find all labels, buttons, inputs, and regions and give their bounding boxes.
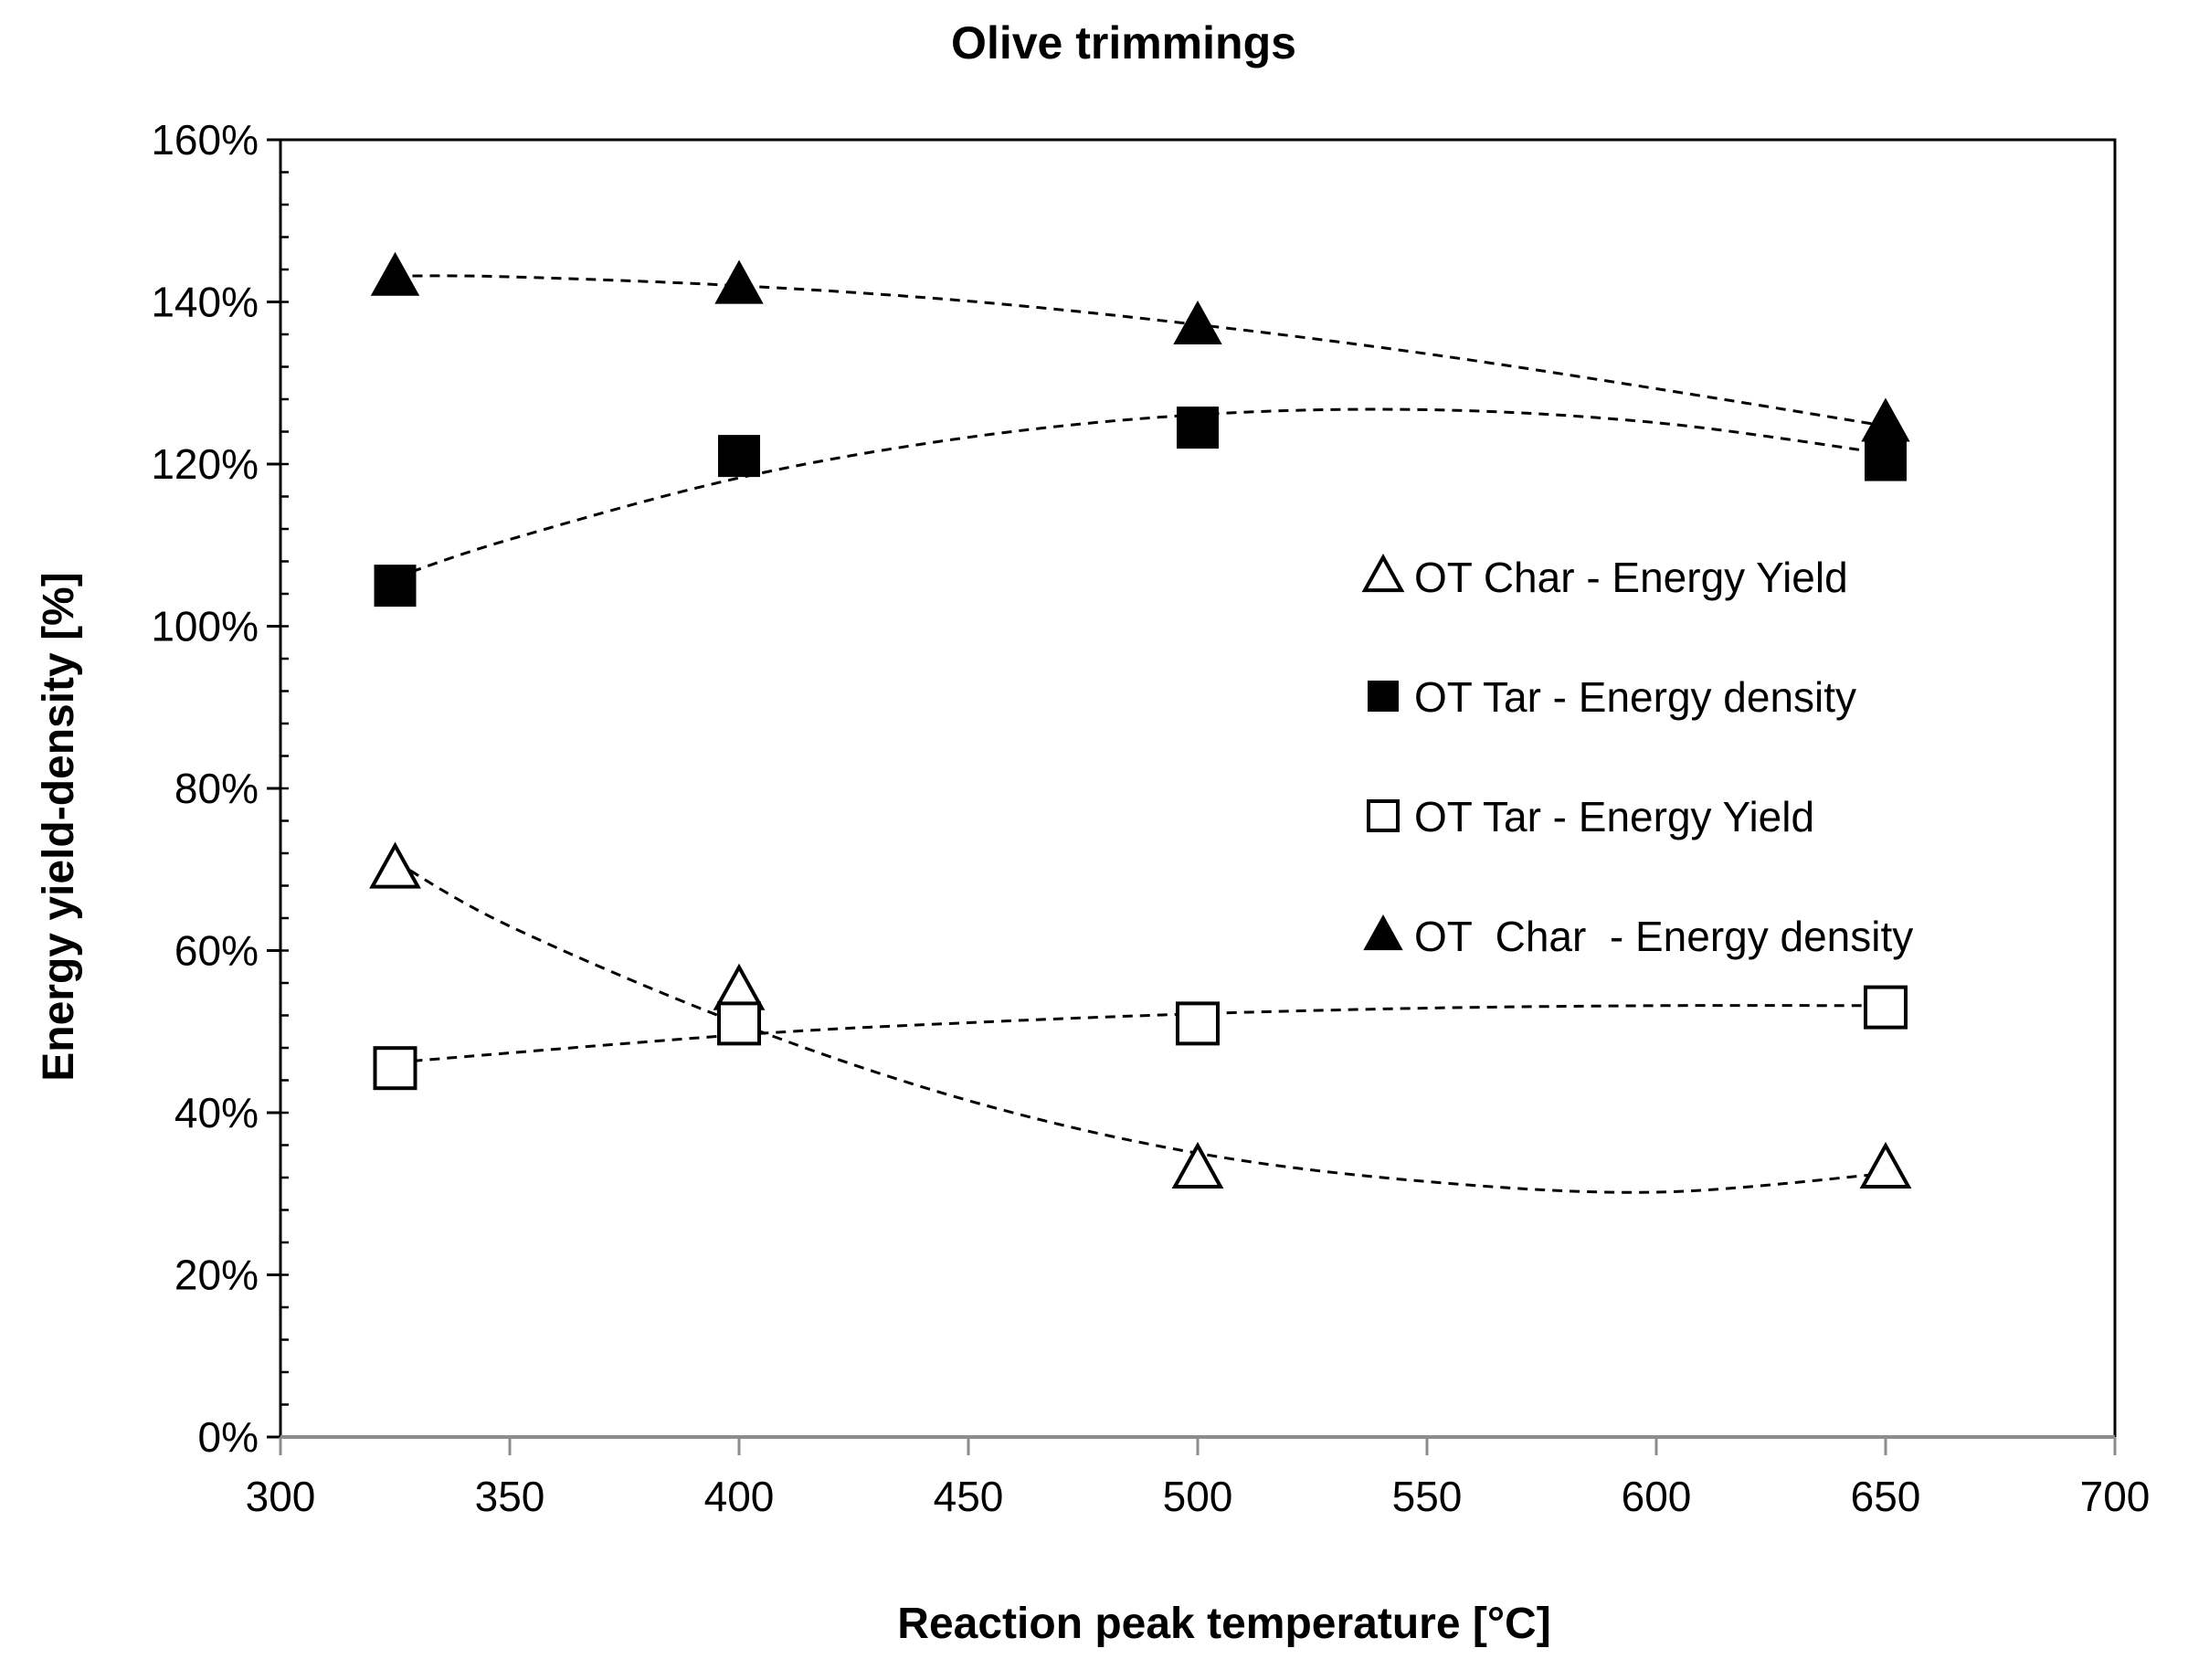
trendline-1: [395, 407, 1887, 579]
trendline-0: [394, 860, 1887, 1194]
y-tick-label: 80%: [174, 765, 259, 812]
y-tick-label: 160%: [151, 116, 259, 164]
x-tick-label: 600: [1622, 1473, 1692, 1520]
trendlines: [394, 274, 1887, 1194]
legend-marker-3: [1363, 914, 1403, 951]
trendline-2: [395, 1004, 1887, 1064]
legend-marker-0: [1361, 553, 1405, 593]
data-points: [369, 251, 1912, 1189]
data-point-s1-0: [374, 565, 417, 608]
y-tick-label: 100%: [151, 603, 259, 650]
data-point-s1-2: [1177, 407, 1219, 449]
legend-label-3: OT Char - Energy density: [1414, 913, 1913, 960]
x-tick-label: 450: [934, 1473, 1004, 1520]
trendline-3: [395, 274, 1887, 428]
y-tick-label: 120%: [151, 440, 259, 488]
x-axis: 300 350 400 450 500 550 600 650 700: [246, 1435, 2151, 1520]
data-point-s0-2: [1171, 1141, 1224, 1189]
data-point-s0-0: [369, 841, 421, 889]
data-point-s1-1: [718, 435, 760, 478]
data-point-s1-3: [1865, 438, 1907, 481]
y-tick-label: 140%: [151, 279, 259, 326]
x-tick-label: 700: [2080, 1473, 2151, 1520]
x-tick-label: 350: [475, 1473, 545, 1520]
x-tick-label: 550: [1392, 1473, 1463, 1520]
data-point-s2-3: [1864, 985, 1908, 1030]
x-tick-label: 650: [1851, 1473, 1921, 1520]
y-axis-title: Energy yield-density [%]: [35, 572, 83, 1081]
legend-label-1: OT Tar - Energy density: [1414, 673, 1856, 721]
chart-title: Olive trimmings: [951, 17, 1296, 69]
data-point-s2-1: [717, 1001, 761, 1046]
data-point-s3-1: [714, 259, 764, 304]
data-point-s2-2: [1176, 1001, 1220, 1046]
x-axis-title: Reaction peak temperature [°C]: [897, 1600, 1550, 1648]
y-tick-label: 20%: [174, 1252, 259, 1299]
y-tick-label: 0%: [198, 1413, 259, 1461]
data-point-s0-3: [1859, 1141, 1912, 1189]
y-tick-label: 60%: [174, 927, 259, 975]
y-axis: 0% 20% 40% 60% 80% 100% 120% 140% 160%: [151, 116, 289, 1461]
y-tick-label: 40%: [174, 1089, 259, 1136]
legend-label-2: OT Tar - Energy Yield: [1414, 793, 1814, 840]
legend-marker-1: [1368, 681, 1399, 712]
data-point-s3-2: [1173, 300, 1222, 344]
x-tick-label: 300: [246, 1473, 316, 1520]
data-point-s3-3: [1861, 397, 1910, 442]
data-point-s3-0: [370, 251, 420, 296]
data-point-s2-0: [373, 1046, 418, 1091]
legend-marker-2: [1367, 799, 1400, 832]
x-tick-label: 400: [704, 1473, 775, 1520]
legend: OT Char - Energy Yield OT Tar - Energy de…: [1361, 553, 1913, 960]
legend-label-0: OT Char - Energy Yield: [1414, 554, 1848, 601]
x-tick-label: 500: [1163, 1473, 1233, 1520]
